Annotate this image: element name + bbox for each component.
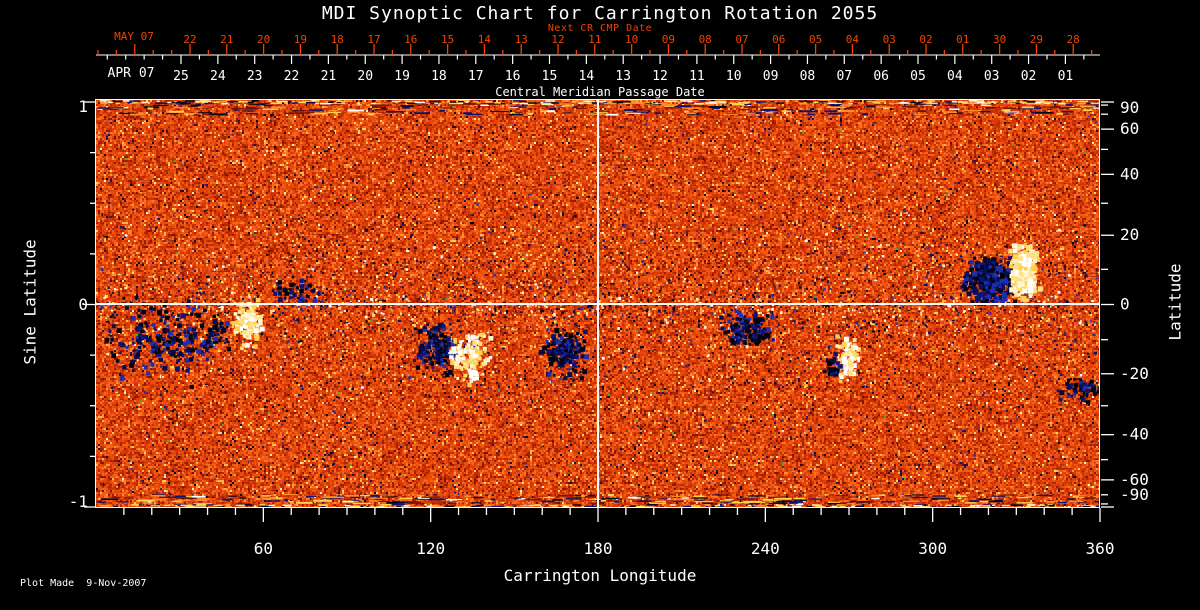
latitude-tick-label: 0 [1120,295,1130,314]
cmp-day-label: 15 [542,69,558,84]
latitude-tick-label: -20 [1120,364,1149,383]
next-cr-cmp-date-label: Next CR CMP Date [547,23,653,34]
cmp-day-label: 09 [763,69,779,84]
cmp-day-label: 06 [873,69,889,84]
next-cr-day-label: 11 [588,33,601,46]
left-axis: 1 0 -1 [69,97,96,511]
next-cr-day-label: 05 [809,33,822,46]
next-cr-month-label: MAY 07 [114,30,154,43]
left-axis-title: Sine Latitude [20,239,40,365]
next-cr-day-label: 17 [367,33,380,46]
longitude-tick-label: 120 [416,539,445,558]
sine-latitude-tick-label: 0 [78,295,88,314]
latitude-tick-label: -60 [1120,470,1149,489]
right-axis-title: Latitude [1165,263,1185,341]
next-cr-day-label: 19 [294,33,307,46]
cmp-day-label: 17 [468,69,484,84]
next-cr-day-label: 18 [331,33,344,46]
cmp-day-label: 16 [505,69,521,84]
cmp-day-label: 11 [689,69,705,84]
latitude-tick-label: 90 [1120,98,1139,117]
cmp-day-label: 20 [357,69,373,84]
next-cr-day-label: 04 [846,33,860,46]
cmp-day-label: 05 [910,69,926,84]
cmp-day-label: 19 [394,69,410,84]
cmp-day-label: 12 [652,69,668,84]
next-cr-day-label: 10 [625,33,638,46]
longitude-tick-label: 300 [918,539,947,558]
cmp-day-label: 08 [800,69,816,84]
cmp-day-label: 10 [726,69,742,84]
cmp-day-label: 02 [1021,69,1037,84]
latitude-tick-label: 40 [1120,164,1139,183]
next-cr-day-label: 21 [220,33,233,46]
latitude-tick-label: -90 [1120,485,1149,504]
next-cr-day-label: 03 [883,33,896,46]
next-cr-day-label: 06 [772,33,785,46]
next-cr-day-label: 20 [257,33,270,46]
next-cr-day-label: 07 [735,33,748,46]
magnetogram-heatmap [96,100,1100,508]
chart-title: MDI Synoptic Chart for Carrington Rotati… [321,3,879,24]
cmp-day-label: 14 [579,69,595,84]
latitude-tick-label: -40 [1120,425,1149,444]
cmp-day-label: 03 [984,69,1000,84]
next-cr-day-label: 30 [993,33,1006,46]
top-date-axis: 22 21 20 19 18 17 16 15 14 13 12 11 10 09 08 07 06 05 04 03… [96,33,1100,84]
longitude-tick-label: 360 [1086,539,1115,558]
latitude-tick-label: 60 [1120,119,1139,138]
next-cr-day-label: 22 [183,33,196,46]
longitude-tick-label: 180 [584,539,613,558]
longitude-tick-label: 240 [751,539,780,558]
cmp-day-label: 01 [1058,69,1074,84]
next-cr-day-label: 02 [919,33,932,46]
cmp-day-label: 13 [615,69,631,84]
cmp-day-label: 07 [836,69,852,84]
longitude-tick-label: 60 [254,539,273,558]
bottom-axis: 60 120 180 240 300 360 [123,508,1115,558]
next-cr-day-label: 29 [1030,33,1043,46]
sine-latitude-tick-label: 1 [78,97,88,116]
cmp-day-label: 04 [947,69,963,84]
next-cr-day-label: 13 [515,33,528,46]
bottom-axis-title: Carrington Longitude [503,566,697,585]
next-cr-day-label: 09 [662,33,675,46]
plot-made-timestamp: Plot Made 9-Nov-2007 [20,578,147,589]
next-cr-day-label: 01 [956,33,969,46]
cmp-day-label: 18 [431,69,447,84]
right-axis: 90 60 40 20 0 -20 -40 -60-90 [1101,98,1149,508]
current-month-label: APR 07 [107,66,155,81]
cmp-date-axis-title: Central Meridian Passage Date [495,85,705,99]
cmp-day-label: 23 [247,69,263,84]
cmp-day-label: 22 [284,69,300,84]
next-cr-day-label: 28 [1067,33,1080,46]
next-cr-day-label: 08 [699,33,712,46]
cmp-day-label: 25 [173,69,189,84]
next-cr-day-label: 15 [441,33,454,46]
cmp-day-label: 21 [321,69,337,84]
next-cr-day-label: 16 [404,33,417,46]
next-cr-day-label: 14 [478,33,492,46]
cmp-day-label: 24 [210,69,226,84]
latitude-tick-label: 20 [1120,225,1139,244]
sine-latitude-tick-label: -1 [69,492,88,511]
next-cr-day-label: 12 [551,33,564,46]
